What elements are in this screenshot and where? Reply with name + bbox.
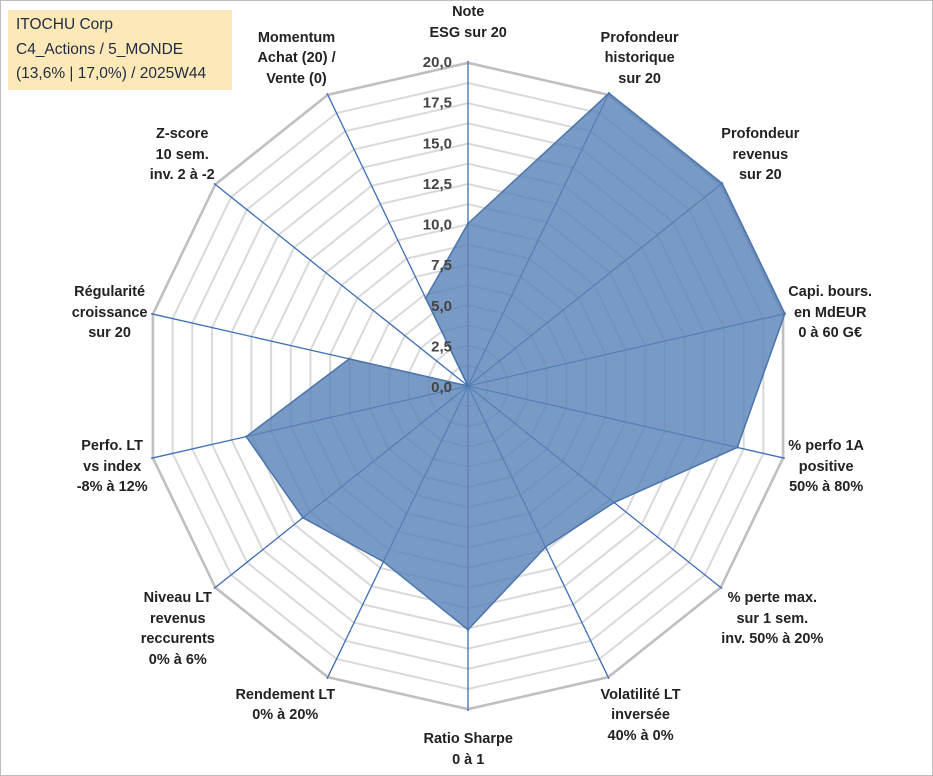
category-label: Niveau LT revenus reccurents 0% à 6%	[140, 590, 215, 668]
data-point	[466, 628, 470, 631]
data-point	[424, 296, 427, 300]
tick-label: 15,0	[423, 135, 452, 152]
data-point	[720, 182, 724, 185]
data-point	[612, 501, 616, 504]
tick-label: 10,0	[423, 217, 452, 234]
data-point	[466, 222, 470, 225]
data-point	[301, 516, 305, 519]
tick-label: 7,5	[431, 257, 452, 274]
data-point	[382, 560, 385, 563]
category-label: % perfo 1A positive 50% à 80%	[788, 438, 865, 496]
tick-label: 0,0	[431, 379, 452, 396]
data-point	[245, 435, 248, 438]
tick-label: 5,0	[431, 298, 452, 315]
category-label: Ratio Sharpe 0 à 1	[423, 731, 513, 768]
info-box: ITOCHU Corp C4_Actions / 5_MONDE (13,6% …	[8, 10, 232, 90]
category-label: Profondeur historique sur 20	[600, 29, 679, 87]
category-label: Note ESG sur 20	[429, 4, 507, 41]
category-label: Perfo. LT vs index -8% à 12%	[76, 438, 148, 496]
category-label: Volatilité LT inversée 40% à 0%	[600, 686, 681, 744]
category-label: Capi. bours. en MdEUR 0 à 60 G€	[788, 284, 873, 342]
tick-label: 2,5	[431, 338, 452, 355]
data-point	[607, 91, 611, 95]
info-company: ITOCHU Corp	[16, 16, 114, 33]
category-label: Momentum Achat (20) / Vente (0)	[257, 29, 336, 87]
tick-label: 20,0	[423, 54, 452, 71]
tick-label: 12,5	[423, 176, 452, 193]
category-label: Rendement LT 0% à 20%	[235, 686, 336, 724]
info-stats: (13,6% | 17,0%) / 2025W44	[16, 65, 207, 82]
radial-axis-ticks: 0,0 2,5 5,0 7,5 10,0 12,5 15,0 17,5 20,0	[423, 54, 452, 396]
category-label: Profondeur revenus sur 20	[721, 126, 800, 184]
data-point	[544, 545, 547, 549]
data-point	[466, 384, 470, 388]
series-layer	[245, 91, 787, 631]
category-label: Z-score 10 sem. inv. 2 à -2	[149, 126, 215, 184]
info-category: C4_Actions / 5_MONDE	[16, 40, 184, 58]
category-label: Régularité croissance sur 20	[71, 284, 148, 342]
spoke-line	[213, 182, 469, 387]
data-point	[783, 312, 787, 315]
tick-label: 17,5	[423, 95, 452, 112]
data-point	[736, 446, 739, 449]
category-label: % perte max. sur 1 sem. inv. 50% à 20%	[721, 590, 824, 648]
data-point	[347, 357, 351, 361]
